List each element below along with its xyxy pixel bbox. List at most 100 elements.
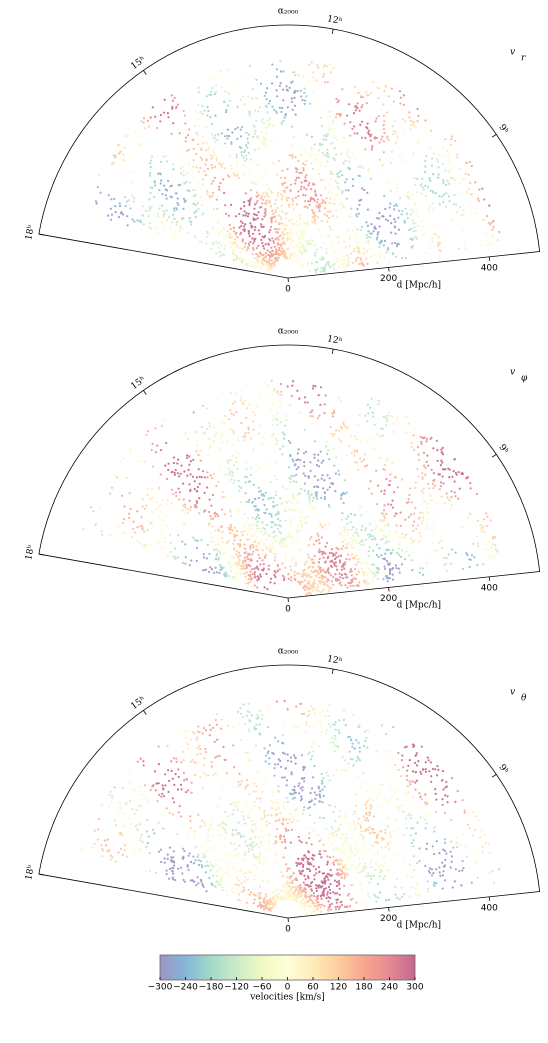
velocity-point <box>324 523 327 526</box>
velocity-point <box>384 524 387 527</box>
velocity-point <box>243 225 246 228</box>
velocity-point <box>337 257 340 260</box>
velocity-point <box>202 199 205 202</box>
velocity-point <box>166 555 169 558</box>
velocity-point <box>273 388 276 391</box>
velocity-point <box>160 795 163 798</box>
velocity-point <box>325 155 328 158</box>
velocity-point <box>255 405 258 408</box>
velocity-point <box>432 531 435 535</box>
velocity-point <box>334 908 338 911</box>
velocity-point <box>250 568 254 571</box>
velocity-point <box>305 504 308 507</box>
velocity-point <box>409 817 412 820</box>
velocity-point <box>251 524 254 527</box>
velocity-point <box>312 217 316 220</box>
velocity-point <box>210 90 213 93</box>
velocity-point <box>297 509 300 512</box>
velocity-point <box>419 220 422 224</box>
velocity-point <box>276 259 279 262</box>
velocity-point <box>264 208 267 211</box>
velocity-point <box>383 132 386 135</box>
velocity-point <box>378 158 381 161</box>
velocity-point <box>289 518 292 521</box>
velocity-point <box>280 525 283 528</box>
velocity-point <box>466 191 469 194</box>
velocity-point <box>409 513 412 516</box>
velocity-point <box>369 135 372 138</box>
velocity-point <box>289 813 292 816</box>
velocity-point <box>404 558 407 561</box>
velocity-point <box>401 843 404 846</box>
velocity-point <box>384 861 387 864</box>
velocity-point <box>119 831 123 835</box>
velocity-point <box>224 853 227 856</box>
velocity-point <box>319 386 323 389</box>
velocity-point <box>438 203 442 206</box>
velocity-point <box>219 551 222 554</box>
velocity-point <box>321 143 324 146</box>
velocity-point <box>270 526 273 529</box>
velocity-point <box>369 139 372 142</box>
velocity-point <box>226 137 229 140</box>
velocity-point <box>225 434 229 437</box>
velocity-point <box>272 415 275 418</box>
velocity-point <box>222 434 225 437</box>
velocity-point <box>211 242 214 245</box>
velocity-point <box>378 225 381 228</box>
velocity-point <box>250 527 253 530</box>
velocity-point <box>318 465 321 468</box>
velocity-point <box>296 458 300 461</box>
velocity-point <box>346 151 349 154</box>
velocity-point <box>378 217 381 220</box>
velocity-point <box>198 497 201 500</box>
velocity-point <box>398 805 401 808</box>
velocity-point <box>330 580 333 583</box>
velocity-point <box>307 492 310 495</box>
velocity-point <box>139 542 142 545</box>
velocity-point <box>300 185 303 188</box>
velocity-point <box>202 556 206 559</box>
velocity-point <box>261 521 264 524</box>
velocity-point <box>292 245 295 249</box>
velocity-point <box>255 119 258 122</box>
velocity-point <box>383 517 387 520</box>
velocity-point <box>358 549 361 552</box>
velocity-point <box>400 536 403 539</box>
velocity-point <box>115 476 118 479</box>
velocity-point <box>370 538 374 541</box>
velocity-point <box>362 252 365 255</box>
velocity-point <box>196 876 199 879</box>
velocity-point <box>291 156 294 159</box>
velocity-point <box>391 242 394 245</box>
velocity-point <box>143 507 147 510</box>
velocity-point <box>279 759 282 763</box>
velocity-point <box>411 219 414 222</box>
velocity-point <box>259 906 262 909</box>
velocity-point <box>316 248 319 251</box>
velocity-point <box>303 516 306 519</box>
velocity-point <box>161 523 164 526</box>
velocity-point <box>274 208 277 211</box>
velocity-point <box>343 122 346 125</box>
velocity-point <box>486 515 489 518</box>
velocity-point <box>435 798 438 801</box>
velocity-point <box>211 87 214 90</box>
velocity-point <box>328 856 331 859</box>
velocity-point <box>267 726 270 729</box>
velocity-point <box>382 557 385 560</box>
velocity-point <box>183 114 186 117</box>
velocity-point <box>171 105 174 108</box>
velocity-point <box>298 572 301 575</box>
velocity-point <box>488 851 491 854</box>
velocity-point <box>339 113 342 116</box>
velocity-point <box>431 482 434 485</box>
velocity-point <box>261 549 264 552</box>
velocity-point <box>309 469 312 472</box>
velocity-point <box>277 231 280 234</box>
velocity-point <box>348 156 351 159</box>
velocity-point <box>389 473 392 476</box>
velocity-point <box>169 541 172 545</box>
velocity-point <box>275 68 279 71</box>
velocity-point <box>175 105 178 109</box>
